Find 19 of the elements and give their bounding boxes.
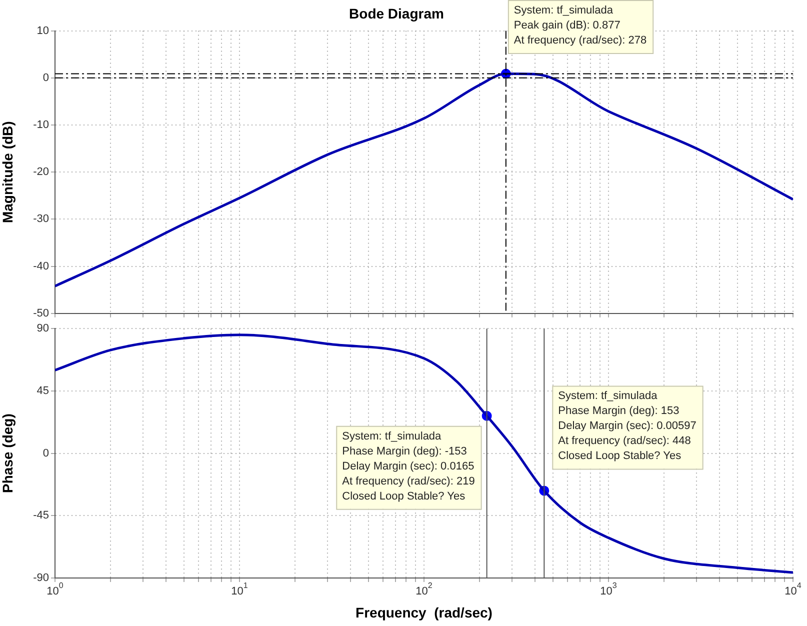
y-tick-label: -20 bbox=[33, 166, 49, 178]
y-tick-label: -40 bbox=[33, 260, 49, 272]
y-tick-label: 45 bbox=[36, 384, 49, 397]
y-tick-label: -45 bbox=[33, 510, 49, 522]
y-axis-title: Phase (deg) bbox=[0, 414, 16, 493]
annotation: System: tf_simulada Peak gain (dB): 0.877 At frequency (rad/sec): 278 bbox=[514, 4, 647, 47]
y-tick-label: 0 bbox=[42, 447, 49, 460]
y-tick-label: 10 bbox=[36, 24, 49, 37]
annotation: System: tf_simulada Phase Margin (deg): -153 Delay Margin (sec): 0.0165 At frequency (rad/sec): 219 Closed Loop Stable? Yes bbox=[342, 430, 475, 502]
y-tick-label: -90 bbox=[33, 572, 49, 584]
y-tick-label: -10 bbox=[33, 119, 49, 132]
y-tick-label: 0 bbox=[42, 72, 49, 84]
annotation: System: tf_simulada Phase Margin (deg): 153 Delay Margin (sec): 0.00597 At frequency (rad/sec): 448 Closed Loop Stable? Yes bbox=[558, 390, 696, 462]
y-axis-title: Magnitude (dB) bbox=[0, 121, 16, 224]
y-tick-label: -30 bbox=[33, 213, 49, 226]
chart-title: Bode Diagram bbox=[349, 5, 444, 22]
y-tick-label: 90 bbox=[36, 322, 49, 335]
x-axis-title: Frequency (rad/sec) bbox=[356, 604, 492, 620]
y-tick-label: -50 bbox=[33, 307, 49, 320]
